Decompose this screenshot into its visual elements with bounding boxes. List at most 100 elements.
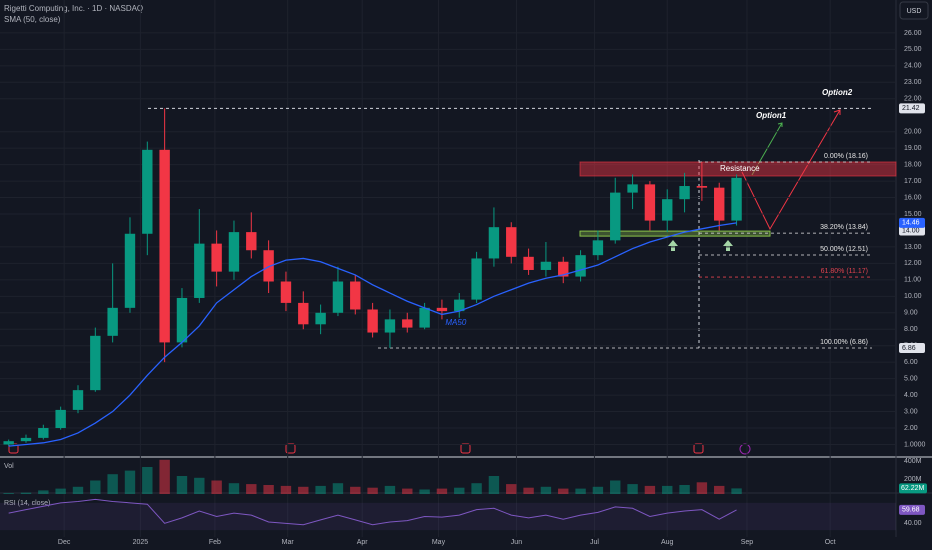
candle-body — [124, 233, 136, 308]
y-tick-label: 25.00 — [904, 46, 922, 53]
price-badge — [899, 343, 925, 354]
candle-body — [696, 186, 708, 188]
rsi-badge-label: 59.68 — [902, 507, 920, 514]
y-tick-label: 9.00 — [904, 310, 918, 317]
candle-body — [367, 309, 378, 333]
y-tick-label: 2.00 — [904, 425, 918, 432]
candle-body — [627, 184, 638, 193]
option2-arrow — [741, 109, 841, 231]
volume-bar — [315, 485, 326, 494]
candle-body — [90, 335, 101, 391]
volume-bar — [558, 488, 569, 494]
y-tick-label: 20.00 — [904, 129, 922, 136]
fib-label: 38.20% (13.84) — [820, 224, 868, 231]
y-tick-label: 12.00 — [904, 260, 922, 267]
volume-bar — [159, 459, 170, 494]
y-tick-label: 15.00 — [904, 211, 922, 218]
sma-badge-label: 14.46 — [902, 220, 920, 227]
candle-body — [714, 187, 725, 221]
volume-bar — [72, 486, 84, 494]
rsi-badge — [899, 504, 925, 515]
price-badge — [899, 225, 925, 236]
candle-body — [107, 307, 118, 336]
volume-bar — [38, 490, 49, 494]
fib-label: 61.80% (11.17) — [821, 268, 868, 275]
indicator-label: SMA (50, close) — [4, 15, 61, 24]
candle-body — [159, 149, 170, 343]
y-tick-label: 24.00 — [904, 63, 922, 70]
candle-body — [315, 312, 326, 325]
volume-bar — [679, 485, 690, 494]
price-badge-label: 6.86 — [902, 345, 916, 352]
price-badge-label: 14.00 — [902, 227, 920, 234]
volume-badge — [899, 483, 927, 494]
currency-label[interactable]: USD — [907, 8, 922, 15]
volume-bar — [662, 485, 673, 494]
candle-body — [55, 409, 66, 429]
candle-body — [540, 261, 552, 270]
candle-body — [644, 184, 656, 221]
volume-bar — [332, 483, 344, 494]
candle-body — [38, 428, 49, 438]
candle-body — [280, 281, 292, 303]
volume-bar — [696, 482, 708, 494]
up-arrow — [723, 240, 733, 251]
volume-bar — [350, 486, 361, 494]
x-tick-label: Dec — [58, 539, 71, 546]
support-zone — [579, 230, 771, 237]
volume-bar — [575, 488, 586, 494]
fib-label: 100.00% (6.86) — [820, 339, 868, 346]
volume-bar — [211, 480, 222, 494]
y-tick-label: 23.00 — [904, 79, 922, 86]
y-tick-label: 4.00 — [904, 392, 918, 399]
volume-bar — [142, 467, 153, 494]
candle-body — [263, 250, 274, 282]
volume-bar — [523, 487, 534, 494]
volume-tick-label: 200M — [904, 476, 922, 483]
volume-bar — [610, 480, 621, 494]
candle-body — [72, 390, 84, 410]
price-badge-label: 21.42 — [902, 105, 920, 112]
symbol-title: Rigetti Computing, Inc. · 1D · NASDAQ — [4, 4, 143, 13]
y-tick-label: 10.00 — [904, 293, 922, 300]
candle-body — [436, 307, 448, 312]
rsi-line — [8, 498, 737, 526]
volume-bar — [3, 493, 14, 494]
volume-bar — [454, 487, 465, 494]
candle-body — [332, 281, 344, 313]
volume-bar — [367, 487, 378, 494]
y-tick-label: 13.00 — [904, 244, 922, 251]
candle-body — [3, 441, 14, 445]
candle-body — [384, 319, 396, 333]
volume-bar — [506, 484, 517, 494]
x-tick-label: Apr — [357, 539, 369, 546]
x-tick-label: Jun — [511, 539, 522, 546]
candle-body — [142, 149, 153, 234]
option2-label: Option2 — [822, 88, 853, 97]
rsi-tick-label: 40.00 — [904, 520, 922, 527]
y-tick-label: 22.00 — [904, 96, 922, 103]
candle-body — [194, 243, 205, 298]
candle-body — [402, 319, 413, 328]
sma-line — [8, 222, 737, 447]
currency-button[interactable] — [899, 1, 929, 20]
y-tick-label: 18.00 — [904, 161, 922, 168]
volume-bar — [298, 486, 309, 494]
price-badge — [899, 103, 925, 114]
y-tick-label: 5.00 — [904, 375, 918, 382]
x-tick-label: Feb — [209, 539, 221, 546]
volume-bar — [644, 485, 656, 494]
volume-bar — [627, 484, 638, 494]
up-arrow — [668, 240, 678, 251]
option1-label: Option1 — [756, 111, 787, 120]
volume-bar — [592, 486, 604, 494]
candle-body — [731, 177, 742, 221]
candle-body — [20, 437, 32, 442]
volume-bar — [402, 488, 413, 494]
y-tick-label: 3.00 — [904, 408, 918, 415]
candle-body — [419, 307, 430, 328]
volume-bar — [714, 485, 725, 494]
candle-body — [575, 255, 586, 277]
fib-label: 50.00% (12.51) — [820, 246, 868, 253]
